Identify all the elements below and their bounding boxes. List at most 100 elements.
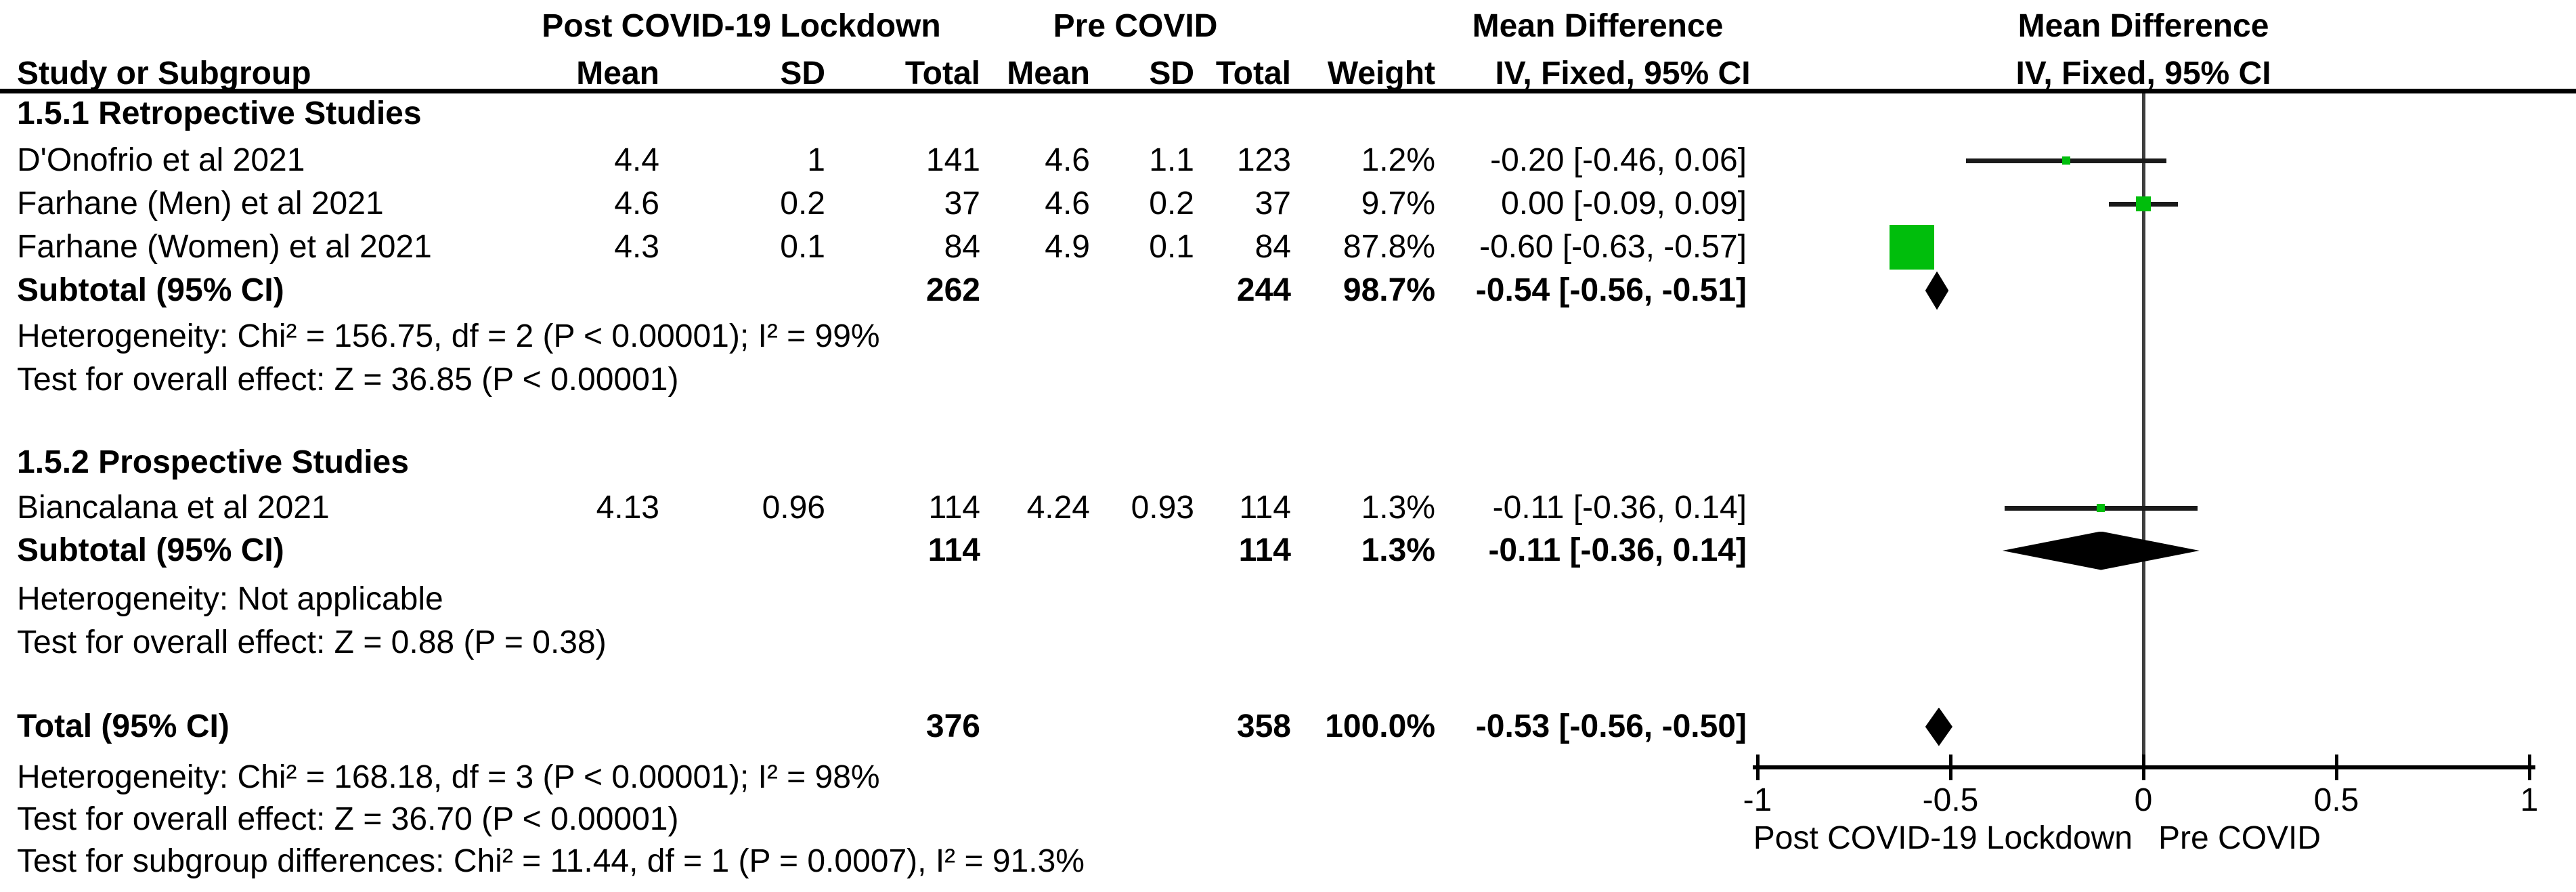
study-label: Test for overall effect: Z = 0.88 (P = 0…	[17, 624, 607, 660]
cell-ci: -0.11 [-0.36, 0.14]	[1492, 490, 1747, 526]
cell-sd1: 0.96	[762, 490, 825, 526]
footnote-row: Test for overall effect: Z = 36.85 (P < …	[0, 361, 1760, 399]
cell-ci: 0.00 [-0.09, 0.09]	[1501, 186, 1747, 221]
study-label: Total (95% CI)	[17, 708, 230, 744]
col-header-total2: Total	[1215, 56, 1291, 91]
cell-weight: 98.7%	[1342, 272, 1435, 308]
col-header-weight: Weight	[1327, 56, 1435, 91]
axis-tick-label: 0	[2134, 782, 2153, 818]
cell-ci: -0.53 [-0.56, -0.50]	[1475, 708, 1747, 744]
footnote-row: Test for overall effect: Z = 36.70 (P < …	[0, 801, 1760, 838]
cell-sd2: 0.93	[1131, 490, 1194, 526]
study-label: Heterogeneity: Chi² = 168.18, df = 3 (P …	[17, 759, 880, 795]
col-header-ci-left: IV, Fixed, 95% CI	[1495, 56, 1751, 91]
cell-weight: 1.3%	[1361, 490, 1435, 526]
table-row: Total (95% CI) 376 358 100.0% -0.53 [-0.56, …	[0, 708, 1760, 746]
cell-weight: 87.8%	[1342, 229, 1435, 265]
cell-total1: 376	[925, 708, 980, 744]
col-header-mean2: Mean	[1007, 56, 1090, 91]
table-row: D'Onofrio et al 2021 4.4 1 141 4.6 1.1 123 1.2%…	[0, 142, 1760, 179]
study-label: Heterogeneity: Not applicable	[17, 581, 443, 617]
cell-total1: 141	[925, 142, 980, 178]
study-label: Subtotal (95% CI)	[17, 272, 284, 308]
cell-ci: -0.20 [-0.46, 0.06]	[1490, 142, 1747, 178]
summary-diamond	[1925, 707, 1952, 746]
cell-total1: 84	[944, 229, 980, 265]
axis-tick	[2528, 755, 2531, 780]
cell-total2: 123	[1236, 142, 1291, 178]
study-label: Test for overall effect: Z = 36.70 (P < …	[17, 801, 679, 837]
study-label: Farhane (Women) et al 2021	[17, 229, 432, 265]
cell-weight: 1.3%	[1361, 532, 1435, 568]
axis-tick-label: 1	[2520, 782, 2539, 818]
effect-square	[2136, 196, 2151, 211]
summary-diamond	[1925, 271, 1949, 310]
subgroup-heading: 1.5.2 Prospective Studies	[17, 444, 409, 480]
cell-total2: 84	[1254, 229, 1291, 265]
header-rule	[0, 89, 2576, 93]
col-header-sd1: SD	[780, 56, 825, 91]
study-label: Heterogeneity: Chi² = 156.75, df = 2 (P …	[17, 318, 880, 354]
cell-total1: 262	[925, 272, 980, 308]
axis-tick-label: 0.5	[2313, 782, 2359, 818]
cell-total2: 37	[1254, 186, 1291, 221]
cell-total1: 114	[928, 490, 980, 526]
effect-square	[1890, 225, 1934, 270]
cell-sd2: 0.1	[1149, 229, 1194, 265]
cell-total2: 358	[1236, 708, 1291, 744]
col-header-total1: Total	[904, 56, 980, 91]
cell-mean1: 4.13	[596, 490, 659, 526]
cell-mean1: 4.3	[614, 229, 659, 265]
table-row: Biancalana et al 2021 4.13 0.96 114 4.24 0.93…	[0, 489, 1760, 527]
col-header-mean1: Mean	[576, 56, 659, 91]
axis-tick-label: -0.5	[1922, 782, 1979, 818]
footnote-row: Heterogeneity: Chi² = 156.75, df = 2 (P …	[0, 318, 1760, 356]
cell-mean1: 4.6	[614, 186, 659, 221]
table-row: 1.5.2 Prospective Studies	[0, 444, 1760, 482]
footnote-row: Test for subgroup differences: Chi² = 11…	[0, 843, 1760, 880]
axis-tick	[1949, 755, 1952, 780]
effect-header-left: Mean Difference	[1472, 8, 1724, 44]
study-label: Biancalana et al 2021	[17, 490, 330, 526]
study-label: Farhane (Men) et al 2021	[17, 186, 384, 221]
axis-tick	[2142, 755, 2145, 780]
cell-total2: 114	[1238, 532, 1291, 568]
summary-diamond	[2002, 531, 2200, 570]
cell-weight: 100.0%	[1325, 708, 1435, 744]
col-header-sd2: SD	[1149, 56, 1194, 91]
axis-tick	[2335, 755, 2338, 780]
group-header-pre-covid: Pre COVID	[1053, 8, 1218, 44]
study-label: Test for overall effect: Z = 36.85 (P < …	[17, 362, 679, 398]
cell-weight: 1.2%	[1361, 142, 1435, 178]
study-label: D'Onofrio et al 2021	[17, 142, 305, 178]
study-label: Subtotal (95% CI)	[17, 532, 284, 568]
cell-sd2: 0.2	[1149, 186, 1194, 221]
cell-ci: -0.60 [-0.63, -0.57]	[1479, 229, 1747, 265]
effect-square	[2097, 504, 2105, 512]
effect-square	[2062, 156, 2070, 165]
cell-mean1: 4.4	[614, 142, 659, 178]
cell-mean2: 4.6	[1045, 186, 1090, 221]
favours-right-label: Pre COVID	[2158, 820, 2321, 856]
cell-sd1: 0.1	[780, 229, 825, 265]
effect-header-right: Mean Difference	[2017, 8, 2269, 44]
footnote-row: Heterogeneity: Chi² = 168.18, df = 3 (P …	[0, 759, 1760, 797]
favours-left-label: Post COVID-19 Lockdown	[1753, 820, 2133, 856]
cell-sd1: 0.2	[780, 186, 825, 221]
footnote-row: Test for overall effect: Z = 0.88 (P = 0…	[0, 624, 1760, 662]
cell-ci: -0.54 [-0.56, -0.51]	[1475, 272, 1747, 308]
zero-line	[2142, 93, 2145, 765]
cell-mean2: 4.9	[1045, 229, 1090, 265]
cell-total1: 114	[927, 532, 980, 568]
cell-sd2: 1.1	[1149, 142, 1194, 178]
cell-mean2: 4.24	[1026, 490, 1090, 526]
axis-tick-label: -1	[1743, 782, 1772, 818]
group-header-post-covid: Post COVID-19 Lockdown	[542, 8, 941, 44]
cell-total2: 114	[1239, 490, 1291, 526]
cell-mean2: 4.6	[1045, 142, 1090, 178]
cell-sd1: 1	[807, 142, 825, 178]
col-header-study: Study or Subgroup	[17, 56, 311, 91]
cell-weight: 9.7%	[1361, 186, 1435, 221]
footnote-row: Heterogeneity: Not applicable	[0, 580, 1760, 618]
